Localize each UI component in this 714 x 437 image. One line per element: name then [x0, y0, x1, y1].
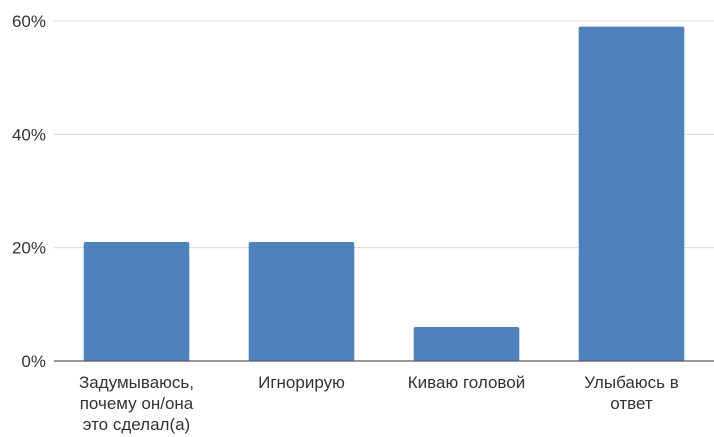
bars: [83, 26, 685, 362]
x-tick-label: Игнорирую: [258, 373, 345, 392]
bar-2: [248, 242, 355, 361]
bar-3: [413, 327, 520, 361]
y-tick-label: 40%: [12, 125, 46, 144]
y-tick-label: 0%: [21, 352, 46, 371]
y-tick-label: 20%: [12, 239, 46, 258]
y-tick-label: 60%: [12, 12, 46, 31]
bar-1: [83, 242, 190, 361]
y-axis-tick-labels: 0% 20% 40% 60%: [12, 12, 46, 371]
x-tick-label: Улыбаюсь в ответ: [584, 373, 678, 413]
x-tick-label: Задумываюсь, почему он/она это сделал(а): [79, 373, 194, 434]
x-tick-label: Киваю головой: [408, 373, 525, 392]
bar-4: [578, 26, 685, 362]
x-axis-tick-labels: Задумываюсь, почему он/она это сделал(а) Иг…: [79, 373, 679, 434]
